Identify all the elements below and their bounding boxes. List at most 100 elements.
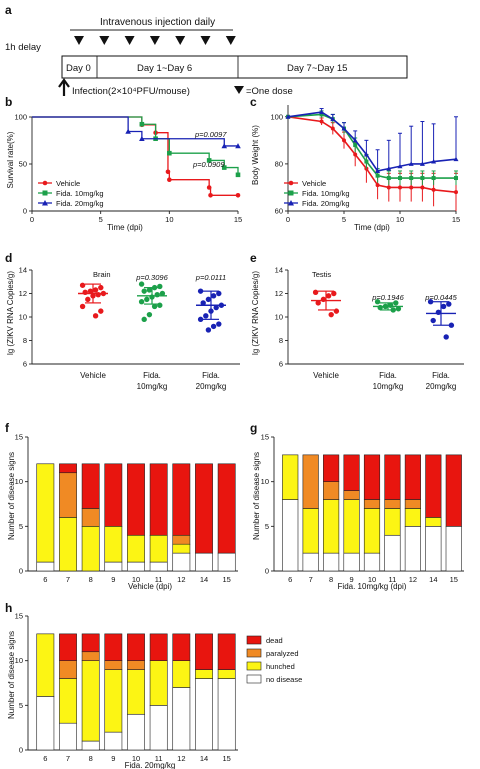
survival-point: [139, 135, 145, 142]
dose-arrow-icon: [149, 36, 160, 45]
fida20-signs-bar-dead: [104, 633, 123, 661]
vehicle-signs-y-label: Number of disease signs: [7, 452, 16, 540]
bodyweight-point: [319, 119, 324, 124]
bodyweight-point: [386, 176, 391, 181]
fida20-signs-x-tick-label: 9: [111, 754, 115, 763]
testis-category-label: Fida.: [379, 371, 397, 380]
fida20-signs-bar-hunched: [149, 660, 168, 706]
survival-point: [235, 172, 241, 178]
survival-y-tick-label: 0: [23, 207, 27, 216]
delay-label: 1h delay: [5, 42, 41, 53]
fida10-signs-x-tick-label: 14: [429, 575, 437, 584]
dose-arrow-icon: [175, 36, 186, 45]
fida10-signs-bar-no-disease: [445, 526, 462, 572]
testis-point: [427, 299, 434, 305]
fida20-signs-plot: 0 5 10 15 6 7 8 9 10 11 12 14 15: [15, 612, 238, 763]
survival-x-tick-label: 0: [30, 215, 34, 224]
panel-h-fida20-signs: h 0 5 10 15 6 7 8 9 10 11 12 14 15 Number of disease…: [5, 601, 302, 769]
bodyweight-point: [420, 176, 425, 181]
fida10-signs-x-tick-label: 11: [389, 575, 397, 584]
fida20-signs-y-tick-label: 10: [15, 656, 23, 665]
survival-pvalue-10: p=0.0909: [192, 160, 225, 169]
brain-category-label: 20mg/kg: [196, 382, 227, 391]
testis-point: [331, 290, 337, 297]
bodyweight-y-tick-label: 100: [270, 112, 283, 121]
fida20-signs-bar-no-disease: [217, 678, 236, 751]
brain-point: [144, 296, 150, 303]
fida10-signs-bar-dead: [425, 454, 442, 518]
fida10-signs-bar-no-disease: [302, 552, 319, 572]
dose-arrow-icon: [200, 36, 211, 45]
bodyweight-point: [454, 176, 458, 181]
testis-point: [443, 334, 449, 340]
bodyweight-point: [419, 161, 425, 166]
fida20-signs-bar-paralyzed: [59, 660, 77, 679]
panel-a: a Intravenous injection daily 1h delay D…: [5, 3, 408, 97]
fida10-signs-bar-hunched: [282, 454, 299, 500]
legend-item-vehicle: Vehicle: [38, 179, 80, 188]
vehicle-signs-bar-hunched: [149, 534, 168, 563]
survival-plot: 0 5 10 15 0 50 100: [14, 113, 242, 225]
survival-x-tick-label: 5: [99, 215, 103, 224]
dose-legend-icon: [234, 86, 244, 94]
brain-y-tick-label: 10: [19, 313, 27, 322]
brain-point: [82, 289, 88, 296]
survival-point: [221, 143, 228, 149]
brain-point: [200, 300, 206, 306]
fida20-signs-bar-no-disease: [36, 696, 55, 751]
injection-title: Intravenous injection daily: [100, 17, 215, 28]
brain-pvalue-20: p=0.0111: [195, 273, 226, 282]
fida20-signs-x-tick-label: 8: [89, 754, 93, 763]
brain-point: [138, 281, 145, 287]
fida20-signs-x-tick-label: 6: [43, 754, 47, 763]
fida20-signs-bar-hunched: [104, 669, 123, 733]
survival-point: [165, 169, 171, 175]
brain-y-label: lg (ZIKV RNA Copies/g): [6, 271, 15, 355]
bodyweight-line-1: [287, 113, 456, 179]
legend-label-paralyzed: paralyzed: [266, 649, 299, 658]
brain-point: [138, 299, 145, 305]
bodyweight-point: [386, 166, 392, 171]
survival-point: [167, 177, 172, 182]
panel-label-g: g: [250, 421, 257, 435]
brain-point: [79, 282, 86, 288]
fida10-signs-x-tick-label: 9: [349, 575, 353, 584]
bodyweight-point: [375, 168, 381, 173]
fida20-signs-bar-hunched: [195, 669, 213, 679]
brain-point: [85, 296, 91, 303]
brain-point: [210, 293, 217, 299]
panel-label-c: c: [250, 95, 257, 109]
legend-label-hunched: hunched: [266, 662, 295, 671]
vehicle-signs-x-tick-label: 15: [222, 575, 230, 584]
dose-arrow-icon: [124, 36, 135, 45]
dose-arrow-icon: [99, 36, 110, 45]
brain-point: [154, 291, 160, 298]
vehicle-signs-bar-hunched: [104, 526, 123, 563]
fida10-signs-bar-dead: [445, 454, 462, 527]
fida10-signs-bar-dead: [384, 454, 401, 500]
survival-point: [235, 143, 241, 149]
timeline-day0: Day 0: [66, 63, 91, 74]
signs-legend: dead paralyzed hunched no disease: [246, 635, 302, 684]
fida10-signs-bar-hunched: [323, 499, 340, 554]
fida20-signs-y-tick-label: 5: [19, 701, 23, 710]
testis-plot: 6 8 10 12 14 Vehicle Fida. 10mg/kg Fida. 20mg/kg: [275, 266, 464, 391]
vehicle-signs-x-tick-label: 6: [43, 575, 47, 584]
bodyweight-plot: 0 5 10 15 60 80 100: [270, 105, 460, 224]
vehicle-signs-bar-hunched: [36, 463, 55, 563]
vehicle-signs-bar-hunched: [81, 526, 100, 572]
fida20-signs-bar-dead: [195, 633, 213, 670]
fida20-signs-bar-dead: [81, 633, 100, 653]
survival-legend: Vehicle Fida. 10mg/kg Fida. 20mg/kg: [38, 179, 104, 208]
vehicle-signs-bar-dead: [59, 463, 77, 474]
bodyweight-point: [397, 163, 403, 169]
fida10-signs-bar-paralyzed: [343, 490, 360, 500]
vehicle-signs-bar-hunched: [59, 517, 77, 572]
survival-y-tick-label: 50: [19, 160, 27, 169]
dose-arrow-icon: [225, 36, 236, 45]
fida10-signs-x-tick-label: 10: [368, 575, 376, 584]
dose-legend-label: =One dose: [246, 86, 293, 97]
legend-label-no-disease: no disease: [266, 675, 302, 684]
fida20-signs-bar-paralyzed: [81, 651, 100, 661]
fida10-signs-bar-paralyzed: [363, 499, 381, 509]
